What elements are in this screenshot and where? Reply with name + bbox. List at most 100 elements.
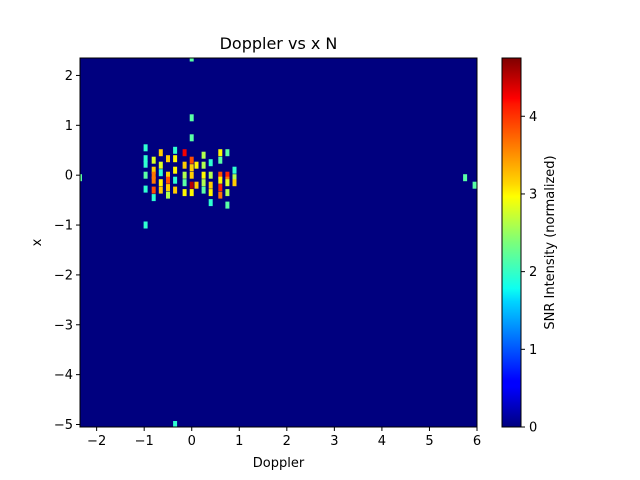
heatmap-cell <box>143 171 148 179</box>
heatmap-cell <box>232 174 237 182</box>
heatmap-cell <box>189 156 194 164</box>
heatmap-cell <box>218 176 223 184</box>
y-tick-label: −3 <box>54 318 73 333</box>
heatmap-cell <box>218 184 223 192</box>
y-tick-label: 0 <box>65 169 73 184</box>
x-tick-label: −2 <box>87 434 106 449</box>
heatmap-cell <box>182 189 187 197</box>
chart-title: Doppler vs x N <box>220 34 338 53</box>
heatmap-cell <box>218 191 223 199</box>
x-axis-label: Doppler <box>253 456 305 471</box>
colorbar-tick-label: 2 <box>529 265 537 280</box>
heatmap-cell <box>173 155 178 163</box>
heatmap-cell <box>208 199 213 207</box>
heatmap-cell <box>182 149 187 157</box>
heatmap-cells <box>80 58 477 427</box>
heatmap-cell <box>472 181 477 189</box>
heatmap-cell <box>218 149 223 157</box>
heatmap-cell <box>218 156 223 164</box>
plot-frame <box>79 57 478 428</box>
heatmap-cell <box>189 164 194 172</box>
heatmap-cell <box>232 179 237 187</box>
x-tick-label: 6 <box>473 434 481 449</box>
colorbar-tick-label: 1 <box>529 343 537 358</box>
heatmap-cell <box>225 179 230 187</box>
heatmap-cell <box>218 171 223 179</box>
y-axis-ticks: −5 −4 −3 −2 −1 0 1 2 <box>54 69 80 433</box>
heatmap-cell <box>189 114 194 122</box>
x-tick-label: 3 <box>330 434 338 449</box>
colorbar-tick-label: 0 <box>529 421 537 436</box>
heatmap-cell <box>166 155 170 163</box>
heatmap-cell <box>189 171 194 179</box>
heatmap-cell <box>463 174 468 182</box>
heatmap-cell <box>158 161 163 169</box>
x-tick-label: 5 <box>425 434 433 449</box>
heatmap-cell <box>158 179 163 187</box>
heatmap-cell <box>208 181 213 189</box>
y-tick-label: −4 <box>54 368 73 383</box>
heatmap-cell <box>232 166 237 174</box>
x-tick-label: −1 <box>135 434 154 449</box>
heatmap-cell <box>158 186 163 194</box>
y-tick-label: −2 <box>54 268 73 283</box>
heatmap-cell <box>182 161 187 169</box>
heatmap-cell <box>173 146 178 154</box>
heatmap-cell <box>166 176 170 184</box>
heatmap-cell <box>225 201 230 209</box>
heatmap-cell <box>201 186 206 194</box>
x-tick-label: 4 <box>378 434 386 449</box>
heatmap-cell <box>151 156 156 164</box>
heatmap-cell <box>189 134 194 142</box>
heatmap-cell <box>143 155 148 163</box>
x-tick-label: 1 <box>235 434 243 449</box>
y-tick-label: 2 <box>65 69 73 84</box>
heatmap-cell <box>80 174 82 182</box>
colorbar-tick-label: 4 <box>529 110 537 125</box>
y-axis-label: x <box>30 238 45 246</box>
heatmap-cell <box>201 171 206 179</box>
heatmap-cell <box>189 181 194 189</box>
heatmap-cell <box>151 186 156 194</box>
heatmap-cell <box>225 189 230 197</box>
heatmap-cell <box>225 149 230 157</box>
heatmap-cell <box>143 144 148 152</box>
heatmap-cell <box>225 171 230 179</box>
heatmap-cell <box>166 184 170 192</box>
x-tick-label: 2 <box>283 434 291 449</box>
heatmap-cell <box>151 166 156 174</box>
heatmap-cell <box>194 181 199 189</box>
heatmap-cell <box>173 166 178 174</box>
heatmap-cell <box>151 194 156 202</box>
heatmap-cell <box>151 171 156 179</box>
heatmap-cell <box>143 221 148 229</box>
heatmap-cell <box>194 161 199 169</box>
colorbar-tick-label: 3 <box>529 187 537 202</box>
x-tick-label: 0 <box>188 434 196 449</box>
heatmap-cell <box>182 171 187 179</box>
y-tick-label: 1 <box>65 119 73 134</box>
heatmap-cell <box>201 179 206 187</box>
colorbar-ticks: 0 1 2 3 4 <box>521 110 537 436</box>
plot-area <box>80 58 477 427</box>
heatmap-cell <box>201 161 206 169</box>
y-tick-label: −1 <box>54 219 73 234</box>
colorbar-label: SNR Intensity (normalized) <box>543 155 558 329</box>
heatmap-cell <box>143 160 148 168</box>
heatmap-cell <box>173 186 178 194</box>
heatmap-cell <box>201 151 206 159</box>
heatmap-cell <box>208 171 213 179</box>
heatmap-cell <box>166 171 170 179</box>
heatmap-cell <box>208 189 213 197</box>
y-tick-label: −5 <box>54 418 73 433</box>
heatmap-cell <box>208 159 213 167</box>
colorbar <box>501 57 522 428</box>
heatmap-cell <box>151 176 156 184</box>
heatmap-cell <box>189 58 194 62</box>
heatmap-cell <box>143 185 148 193</box>
x-axis-ticks: −2 −1 0 1 2 3 4 5 6 <box>87 427 481 449</box>
heatmap-cell <box>189 189 194 197</box>
heatmap-cell <box>173 421 178 427</box>
heatmap-cell <box>173 176 178 184</box>
